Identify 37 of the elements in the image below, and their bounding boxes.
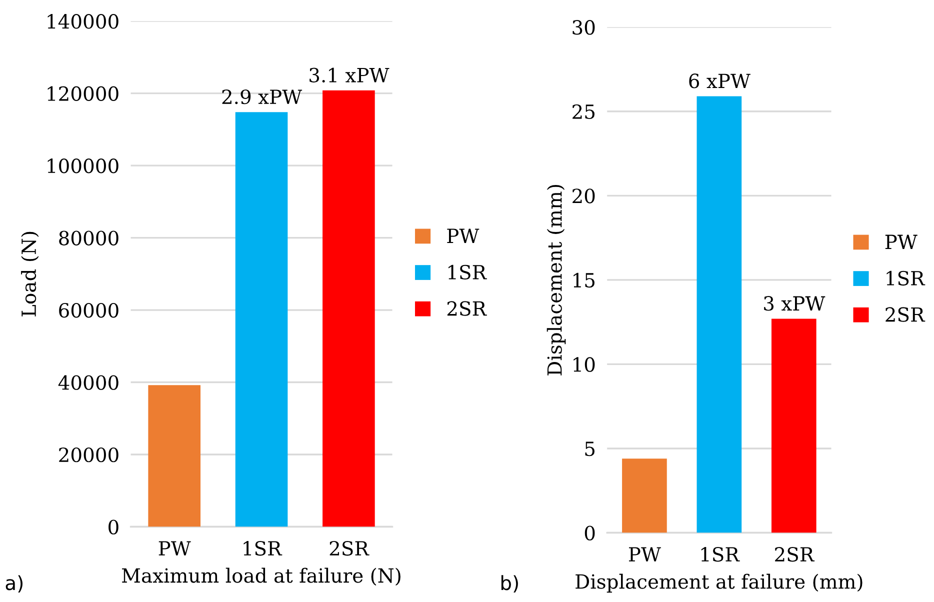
- annotation: 2.9 xPW: [222, 89, 302, 104]
- y-tick-label: 0: [108, 520, 118, 534]
- y-tick-label: 20: [572, 188, 595, 204]
- y-tick-label: 60000: [59, 302, 118, 318]
- y-tick-label: 140000: [48, 14, 118, 29]
- text: a): [6, 575, 22, 593]
- y-axis-title: Displacement (mm): [546, 184, 566, 376]
- legend-label: 1SR: [448, 264, 487, 280]
- y-tick-label: 0: [584, 526, 595, 540]
- legend-label: 2SR: [886, 307, 926, 322]
- x-tick-label: 2SR: [775, 547, 815, 562]
- y-tick-label: 15: [574, 272, 594, 288]
- legend-label: PW: [447, 228, 480, 243]
- x-tick-label: 1SR: [244, 540, 282, 556]
- y-tick-label: 25: [572, 104, 594, 120]
- x-tick-label: PW: [629, 547, 661, 562]
- x-tick-label: 1SR: [701, 547, 740, 562]
- y-tick-label: 30: [572, 20, 595, 35]
- y-tick-label: 80000: [59, 230, 118, 246]
- annotation: 3 xPW: [764, 296, 826, 311]
- text: b): [501, 575, 518, 593]
- y-tick-label: 10: [574, 357, 595, 372]
- annotation: 3.1 xPW: [310, 68, 390, 82]
- x-tick-label: 2SR: [330, 540, 370, 556]
- annotation: 6 xPW: [689, 74, 750, 88]
- legend-label: 1SR: [886, 270, 926, 286]
- x-axis-title: Displacement at failure (mm): [576, 574, 862, 593]
- y-tick-label: 40000: [58, 375, 118, 390]
- x-axis-title: Maximum load at failure (N): [122, 568, 400, 586]
- legend-label: PW: [885, 234, 918, 249]
- y-tick-label: 5: [585, 442, 594, 456]
- y-tick-label: 100000: [48, 158, 118, 174]
- x-tick-label: PW: [158, 541, 191, 556]
- legend-label: 2SR: [447, 301, 487, 316]
- y-tick-label: 20000: [59, 447, 118, 462]
- y-tick-label: 120000: [48, 86, 118, 101]
- y-axis-title: Load (N): [21, 232, 39, 316]
